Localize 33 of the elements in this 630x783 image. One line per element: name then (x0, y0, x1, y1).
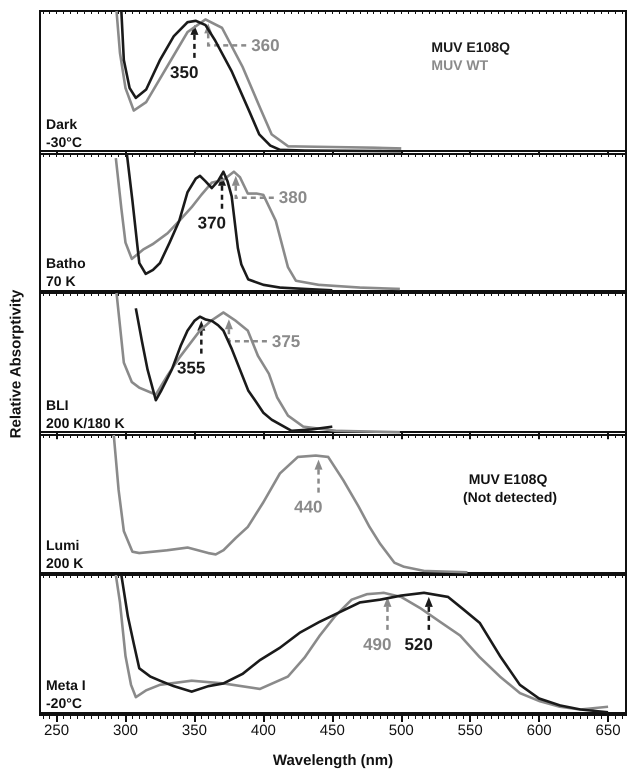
annotation: 200 K/180 K (46, 415, 125, 431)
annotation: 350 (170, 62, 198, 82)
annotation: 375 (272, 332, 300, 351)
annotation: Meta I (46, 677, 86, 693)
annotation: 520 (404, 634, 433, 654)
x-tick-label: 350 (182, 722, 207, 739)
x-tick-label: 500 (388, 722, 414, 739)
x-tick-label: 550 (458, 722, 483, 739)
annotation: -20°C (46, 695, 82, 711)
x-tick-label: 250 (44, 722, 70, 739)
annotation: BLI (46, 397, 69, 413)
text: MUV WT (431, 57, 489, 73)
x-tick-label: 650 (596, 722, 621, 739)
annotation: 490 (363, 634, 392, 654)
annotation: Dark (46, 116, 78, 132)
x-tick-label: 400 (250, 722, 276, 739)
annotation: 70 K (46, 273, 76, 289)
y-axis-title: Relative Absorptivity (8, 289, 24, 438)
annotation: Batho (46, 255, 86, 271)
annotation: Lumi (46, 537, 80, 553)
x-axis-title: Wavelength (nm) (272, 752, 394, 769)
annotation: 440 (294, 498, 323, 517)
text: MUV E108Q (Not detected) (462, 471, 558, 505)
annotation: -30°C (46, 134, 82, 150)
annotation: 360 (251, 36, 280, 55)
annotation: 200 K (46, 555, 84, 571)
x-tick-label: 300 (112, 722, 138, 739)
x-tick-label: 600 (526, 722, 552, 739)
x-tick-label: 450 (320, 722, 345, 739)
annotation: 380 (278, 188, 308, 208)
annotation: 355 (176, 358, 206, 378)
text: MUV E108Q (431, 39, 510, 55)
annotation: 370 (198, 214, 226, 233)
